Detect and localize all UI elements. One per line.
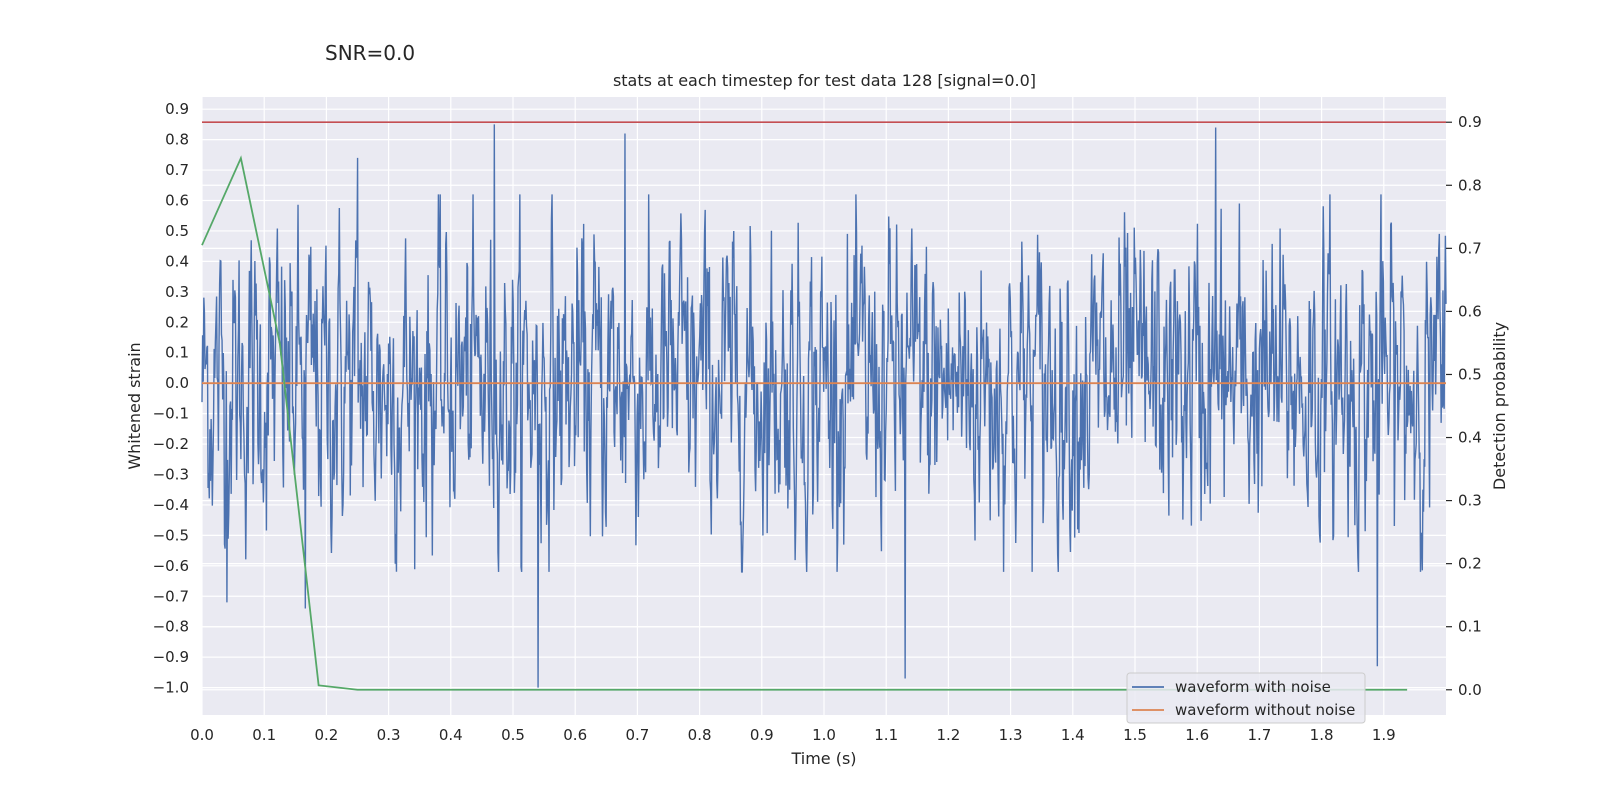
x-tick-label: 0.4 bbox=[439, 726, 463, 744]
y-tick-label: 0.7 bbox=[165, 161, 189, 179]
y-tick-label: 0.6 bbox=[165, 192, 189, 210]
y2-tick-label: 0.2 bbox=[1458, 555, 1482, 573]
x-tick-label: 0.3 bbox=[377, 726, 401, 744]
x-tick-label: 0.8 bbox=[688, 726, 712, 744]
series-layer bbox=[201, 121, 1447, 691]
y2-tick-label: 0.6 bbox=[1458, 302, 1482, 320]
y2-tick-label: 0.5 bbox=[1458, 365, 1482, 383]
y-tick-label: −0.7 bbox=[153, 587, 189, 605]
y2-tick-label: 0.0 bbox=[1458, 681, 1482, 699]
y-tick-label: 0.0 bbox=[165, 374, 189, 392]
x-tick-label: 1.6 bbox=[1185, 726, 1209, 744]
x-tick-label: 0.2 bbox=[314, 726, 338, 744]
x-tick-label: 1.0 bbox=[812, 726, 836, 744]
y-tick-label: −0.1 bbox=[153, 405, 189, 423]
y-axis-label: Whitened strain bbox=[125, 342, 144, 469]
x-tick-label: 1.7 bbox=[1247, 726, 1271, 744]
y-tick-label: 0.3 bbox=[165, 283, 189, 301]
x-tick-label: 1.5 bbox=[1123, 726, 1147, 744]
x-tick-label: 1.2 bbox=[936, 726, 960, 744]
y-tick-label: 0.1 bbox=[165, 344, 189, 362]
y-tick-label: −0.4 bbox=[153, 496, 189, 514]
x-tick-label: 0.1 bbox=[252, 726, 276, 744]
y-tick-label: 0.9 bbox=[165, 100, 189, 118]
x-axis-label: Time (s) bbox=[790, 749, 856, 768]
snr-label: SNR=0.0 bbox=[325, 41, 416, 65]
legend-label: waveform with noise bbox=[1175, 678, 1331, 696]
x-tick-label: 1.8 bbox=[1310, 726, 1334, 744]
x-tick-label: 0.6 bbox=[563, 726, 587, 744]
x-tick-label: 1.3 bbox=[999, 726, 1023, 744]
x-tick-label: 1.1 bbox=[874, 726, 898, 744]
x-tick-label: 0.9 bbox=[750, 726, 774, 744]
y-tick-label: 0.8 bbox=[165, 131, 189, 149]
x-axis: 0.0 0.1 0.2 0.3 0.4 0.5 0.6 0.7 0.8 0.9 1.0 1.1 1.2 1… bbox=[190, 726, 1396, 744]
y2-tick-label: 0.1 bbox=[1458, 618, 1482, 636]
y-tick-label: −0.5 bbox=[153, 526, 189, 544]
series-waveform-with-noise bbox=[201, 124, 1447, 688]
y2-axis-label: Detection probability bbox=[1490, 322, 1509, 490]
x-tick-label: 1.4 bbox=[1061, 726, 1085, 744]
y-axis-right: 0.9 0.8 0.7 0.6 0.5 0.4 0.3 0.2 0.1 0.0 bbox=[1446, 113, 1482, 699]
x-tick-label: 1.9 bbox=[1372, 726, 1396, 744]
y-tick-label: 0.4 bbox=[165, 252, 189, 270]
x-tick-label: 0.7 bbox=[625, 726, 649, 744]
y-tick-label: −0.9 bbox=[153, 648, 189, 666]
y-axis-left: 0.9 0.8 0.7 0.6 0.5 0.4 0.3 0.2 0.1 0.0 −0.1 −0.2 −0… bbox=[153, 100, 189, 696]
y-tick-label: −0.8 bbox=[153, 618, 189, 636]
legend-label: waveform without noise bbox=[1175, 701, 1355, 719]
y-tick-label: 0.2 bbox=[165, 313, 189, 331]
legend: waveform with noise waveform without nois… bbox=[1126, 672, 1366, 724]
x-tick-label: 0.0 bbox=[190, 726, 214, 744]
y-tick-label: −1.0 bbox=[153, 679, 189, 697]
y-tick-label: −0.6 bbox=[153, 557, 189, 575]
legend-box bbox=[1126, 672, 1366, 724]
y-tick-label: 0.5 bbox=[165, 222, 189, 240]
y2-tick-label: 0.4 bbox=[1458, 429, 1482, 447]
x-tick-label: 0.5 bbox=[501, 726, 525, 744]
y2-tick-label: 0.8 bbox=[1458, 176, 1482, 194]
y2-tick-label: 0.9 bbox=[1458, 113, 1482, 131]
y-tick-label: −0.3 bbox=[153, 465, 189, 483]
chart-title: stats at each timestep for test data 128… bbox=[612, 71, 1037, 90]
y2-tick-label: 0.7 bbox=[1458, 239, 1482, 257]
y2-tick-label: 0.3 bbox=[1458, 492, 1482, 510]
y-tick-label: −0.2 bbox=[153, 435, 189, 453]
series-detection-probability bbox=[201, 155, 1408, 691]
